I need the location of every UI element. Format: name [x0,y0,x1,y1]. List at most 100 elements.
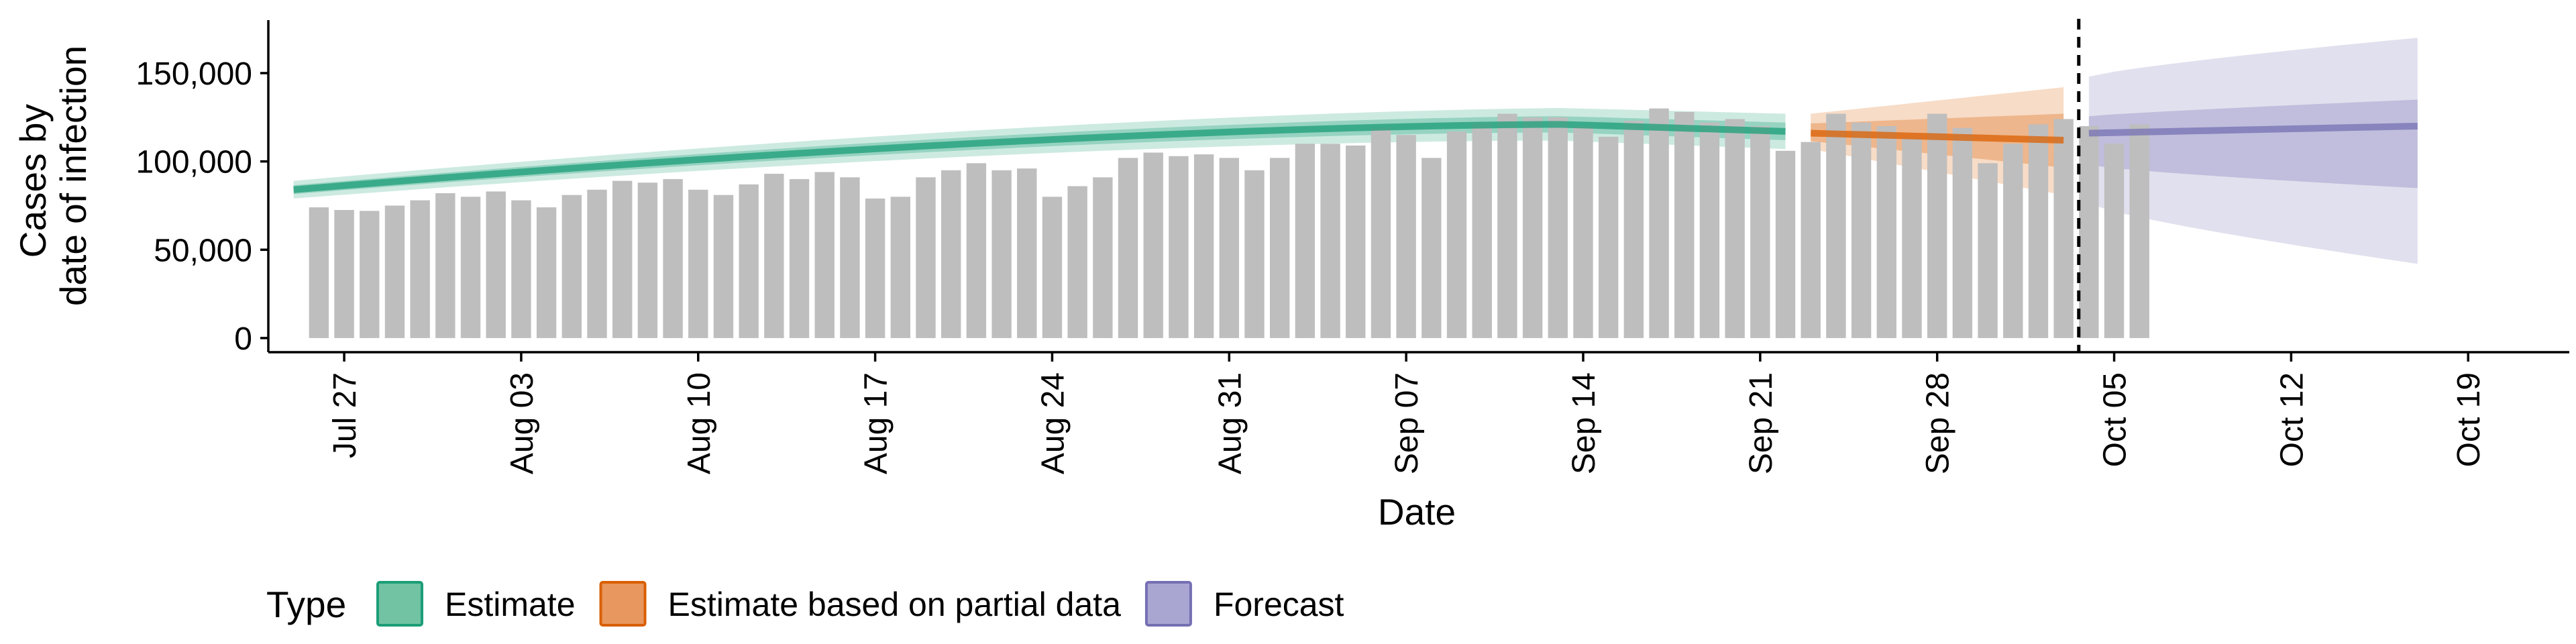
legend-swatch [599,581,647,627]
y-tick-label: 150,000 [136,56,252,92]
bar [1978,163,1998,338]
y-tick-label: 100,000 [136,145,252,180]
bar [460,197,481,338]
bar [1320,144,1340,338]
bar [2028,124,2049,338]
x-axis-title: Date [1378,491,1456,533]
legend-title: Type [266,584,346,625]
bar [1093,177,1113,338]
bar [1143,152,1163,338]
bar [1371,127,1391,338]
x-tick-label: Sep 14 [1566,372,1602,474]
x-tick-label: Sep 21 [1743,372,1779,474]
bar [1169,156,1189,338]
bar [486,191,506,338]
bar [2053,119,2074,338]
bar-layer [309,108,2149,338]
y-axis-title-line-2: date of infection [52,46,94,306]
bar [1851,122,1872,338]
y-axis-ticks: 0 50,000 100,000 150,000 [136,56,268,357]
x-tick-label: Sep 07 [1389,372,1425,474]
bar [334,210,354,338]
bar [410,200,430,338]
bar [1725,119,1745,338]
axes [267,20,2569,354]
bar [865,198,885,338]
bar [663,178,683,338]
bar [1826,113,1846,338]
bar [1244,170,1265,338]
bar [1750,125,1770,338]
bar [789,178,810,338]
x-tick-label: Sep 28 [1921,372,1956,474]
bar [1522,117,1543,338]
bar [1295,144,1316,338]
median-line [1811,129,2064,144]
bar [561,195,582,338]
y-axis-title: Cases by date of infection [12,46,94,306]
ribbon-inner [2088,99,2418,189]
bar [713,195,734,338]
x-tick-label: Aug 24 [1035,372,1071,474]
ribbon-outer [293,108,1786,199]
x-tick-label: Oct 12 [2274,372,2310,467]
bar [1548,117,1568,338]
bar [1598,136,1619,338]
bar [1775,150,1796,338]
bar [1219,158,1240,338]
bar [1346,145,1366,338]
bar [1472,122,1492,338]
bar [1699,122,1720,338]
y-axis-title-line-1: Cases by [12,104,54,258]
x-tick-label: Oct 19 [2451,372,2487,467]
bar [612,180,633,338]
legend: Type Estimate Estimate based on partial d… [266,581,1344,627]
bar [637,182,658,338]
bar [688,189,708,338]
median-layer [293,121,2418,193]
bar [511,200,531,338]
bar [916,177,936,338]
bar [2104,144,2125,338]
x-tick-label: Aug 31 [1212,372,1248,474]
bar [966,163,987,338]
bar [309,207,329,338]
bar [360,211,380,338]
bar [840,177,860,338]
bar [1193,154,1214,338]
legend-swatch [1144,581,1192,627]
bar [1067,186,1087,338]
y-tick-label: 50,000 [154,233,252,268]
x-axis-ticks: Jul 27 Aug 03 Aug 10 Aug 17 Aug 24 Aug 31 Sep … [327,352,2487,474]
bar [536,207,557,338]
x-tick-label: Oct 05 [2098,372,2133,467]
bar [991,170,1012,338]
bar [941,170,961,338]
legend-label: Forecast [1214,586,1344,623]
x-tick-label: Jul 27 [327,372,363,458]
bar [1623,121,1644,338]
legend-label: Estimate [445,586,576,623]
bar [1649,108,1669,338]
bar [1446,131,1467,338]
bar [890,197,911,338]
x-tick-label: Aug 10 [682,372,717,474]
legend-swatch [376,581,423,627]
bar [764,174,784,338]
bar [1396,135,1416,338]
bar [1269,158,1290,338]
legend-label: Estimate based on partial data [668,586,1122,623]
ribbon-outer [2088,38,2418,264]
bar [1801,142,1821,338]
bar [814,172,835,338]
y-tick-label: 0 [234,321,252,357]
x-tick-label: Aug 03 [504,372,540,474]
median-line [2088,122,2418,137]
x-tick-label: Aug 17 [859,372,894,474]
bar [2003,144,2023,338]
bar [1674,111,1695,338]
bar [2079,125,2099,338]
bar [1902,138,1922,338]
bar [2129,124,2149,338]
